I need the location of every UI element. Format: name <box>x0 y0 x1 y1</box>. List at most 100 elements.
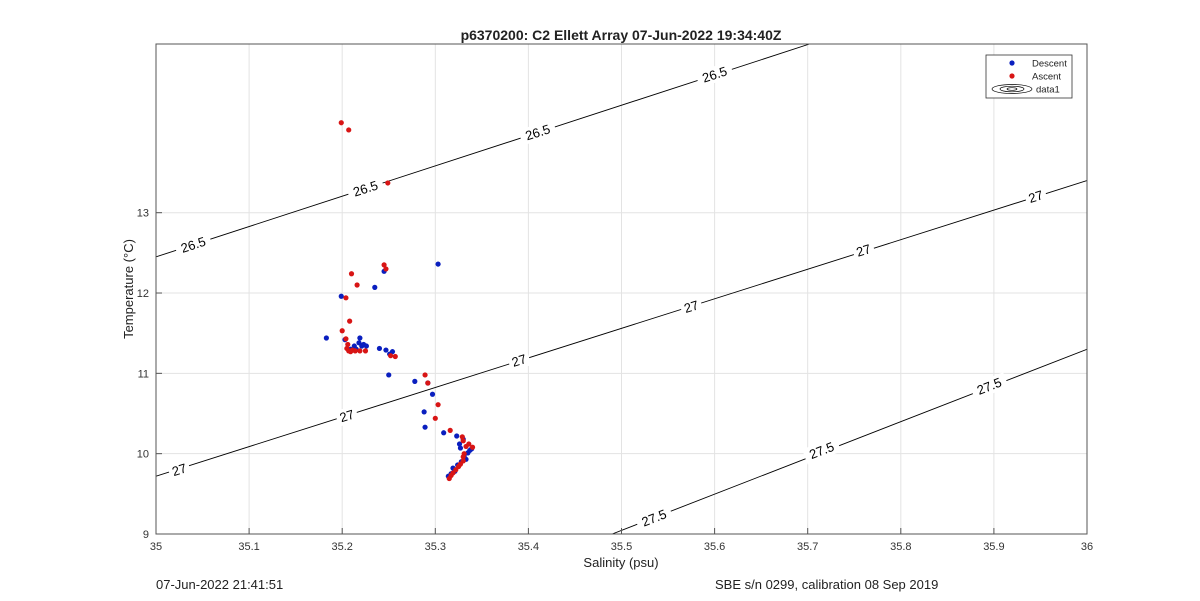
ascent-point <box>460 454 466 460</box>
x-tick-label: 35.3 <box>425 541 446 553</box>
ascent-point <box>435 402 441 408</box>
descent-point <box>376 345 383 352</box>
contour-label-bg <box>801 436 842 465</box>
descent-point <box>323 335 329 341</box>
y-tick-label: 12 <box>137 288 149 300</box>
descent-point <box>389 349 396 355</box>
x-tick-label: 35.7 <box>797 541 818 553</box>
contour-label: 26.5 <box>351 178 380 200</box>
descent-point <box>457 445 464 451</box>
legend-contour-ring <box>999 85 1025 93</box>
ascent-point <box>388 353 394 359</box>
legend-marker <box>1009 73 1015 79</box>
descent-point <box>435 261 441 267</box>
legend-label: Descent <box>1032 59 1067 70</box>
descent-point <box>412 378 418 384</box>
chart-title: p6370200: C2 Ellett Array 07-Jun-2022 19… <box>461 27 782 43</box>
contour-label-group: 26.5 <box>173 231 213 259</box>
contour-label-group: 26.5 <box>345 175 386 202</box>
y-axis-label: Temperature (°C) <box>121 239 136 339</box>
descent-point <box>456 441 463 447</box>
x-tick-label: 35 <box>150 541 162 553</box>
contour-line <box>156 180 1087 477</box>
contour-label-bg <box>678 295 704 318</box>
contour-label-bg <box>1023 185 1049 208</box>
contour-label-bg <box>173 231 213 259</box>
x-tick-label: 35.2 <box>331 541 352 553</box>
contour-label: 27 <box>170 460 188 479</box>
contour-label-bg <box>166 458 192 481</box>
descent-point <box>422 424 428 430</box>
x-tick-label: 35.5 <box>611 541 632 553</box>
ascent-point <box>432 415 438 421</box>
contour-label-bg <box>334 405 360 427</box>
ascent-point <box>343 336 349 342</box>
contour-label: 27 <box>338 407 356 426</box>
contour-label: 27 <box>1027 187 1045 206</box>
ascent-point <box>447 427 453 433</box>
contour-label-bg <box>634 503 674 532</box>
data-points <box>323 120 476 482</box>
ascent-point <box>425 380 431 386</box>
y-tick-label: 13 <box>137 208 149 220</box>
contour-label-group: 27 <box>678 295 704 318</box>
contour-label-bg <box>518 119 558 146</box>
descent-point <box>338 293 344 299</box>
contour-label-group: 27 <box>334 405 360 427</box>
x-tick-label: 35.1 <box>238 541 259 553</box>
ascent-point <box>343 295 349 301</box>
contour-label-bg <box>695 61 735 88</box>
descent-point <box>386 372 392 378</box>
contour-label: 26.5 <box>700 63 729 85</box>
legend-label: Ascent <box>1032 72 1061 83</box>
legend-box <box>985 54 1073 99</box>
ascent-point <box>347 318 353 324</box>
contour-label-bg <box>851 239 876 262</box>
ascent-point <box>354 282 360 288</box>
x-tick-label: 35.4 <box>518 541 539 553</box>
grid <box>155 44 1088 535</box>
contour-label: 26.5 <box>179 234 208 256</box>
y-axis: 9 10 11 12 13 <box>137 208 162 541</box>
descent-point <box>363 343 370 349</box>
descent-point <box>441 430 447 436</box>
contour-label: 26.5 <box>523 121 552 143</box>
ascent-point <box>383 266 389 272</box>
contour-label-group: 26.5 <box>518 119 558 146</box>
y-tick-label: 11 <box>138 368 149 380</box>
footer-calibration: SBE s/n 0299, calibration 08 Sep 2019 <box>715 577 939 592</box>
ascent-point <box>460 438 466 444</box>
x-tick-label: 35.6 <box>704 541 725 553</box>
ascent-point <box>381 262 387 268</box>
contour-label: 27 <box>854 241 872 260</box>
ascent-point <box>346 127 352 133</box>
contour-label-group: 27 <box>1023 185 1049 208</box>
ascent-point <box>345 341 351 348</box>
ascent-point <box>422 372 428 378</box>
ascent-point <box>392 353 398 360</box>
legend-marker <box>1009 60 1015 66</box>
legend-contour-ring <box>1006 87 1018 91</box>
x-axis-label: Salinity (psu) <box>583 555 658 570</box>
y-tick-label: 9 <box>143 529 149 541</box>
contour-label-group: 27 <box>851 239 876 262</box>
contour-label: 27 <box>510 351 528 370</box>
ascent-point <box>385 180 391 186</box>
descent-point <box>454 433 460 439</box>
x-tick-label: 35.9 <box>983 541 1004 553</box>
descent-point <box>357 335 363 341</box>
ascent-point <box>469 444 476 450</box>
y-tick-label: 10 <box>137 449 149 461</box>
legend: Descent Ascent data1 <box>985 54 1073 99</box>
ascent-point <box>339 328 345 334</box>
ascent-point <box>357 348 363 354</box>
legend-contour-icon <box>991 84 1033 94</box>
ascent-point <box>362 348 369 354</box>
x-tick-label: 36 <box>1081 541 1093 553</box>
legend-label: data1 <box>1036 85 1060 96</box>
contour-label-group: 27.5 <box>969 372 1009 401</box>
contour-label-group: 27 <box>506 349 532 372</box>
contour-label-group: 27.5 <box>634 503 674 532</box>
contour-label-group: 27 <box>166 458 192 481</box>
